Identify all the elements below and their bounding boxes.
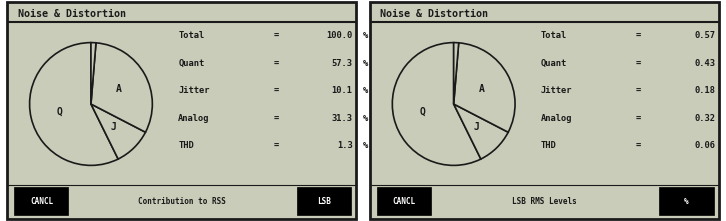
- Text: CANCL: CANCL: [30, 196, 53, 206]
- Text: 1.3: 1.3: [337, 141, 353, 150]
- Text: =: =: [273, 114, 279, 123]
- Text: %: %: [363, 59, 368, 68]
- FancyBboxPatch shape: [297, 187, 351, 215]
- Text: CANCL: CANCL: [393, 196, 416, 206]
- Text: 31.3: 31.3: [332, 114, 353, 123]
- Text: =: =: [273, 86, 279, 95]
- Text: =: =: [636, 141, 641, 150]
- Text: 100.0: 100.0: [326, 31, 353, 40]
- Text: Quant: Quant: [178, 59, 205, 68]
- Text: Noise & Distortion: Noise & Distortion: [380, 9, 489, 19]
- Text: %: %: [685, 196, 689, 206]
- Text: THD: THD: [178, 141, 194, 150]
- Text: Analog: Analog: [178, 114, 210, 123]
- Text: 57.3: 57.3: [332, 59, 353, 68]
- Text: %: %: [363, 141, 368, 150]
- FancyBboxPatch shape: [7, 2, 356, 219]
- Text: Total: Total: [541, 31, 567, 40]
- Text: Noise & Distortion: Noise & Distortion: [17, 9, 126, 19]
- Text: =: =: [273, 141, 279, 150]
- Text: =: =: [636, 31, 641, 40]
- Text: Total: Total: [178, 31, 205, 40]
- Text: 0.32: 0.32: [694, 114, 715, 123]
- Text: 0.06: 0.06: [694, 141, 715, 150]
- FancyBboxPatch shape: [370, 2, 719, 219]
- FancyBboxPatch shape: [659, 187, 714, 215]
- Text: LSB: LSB: [317, 196, 331, 206]
- Text: 0.43: 0.43: [694, 59, 715, 68]
- Text: %: %: [363, 31, 368, 40]
- Text: Quant: Quant: [541, 59, 567, 68]
- Text: =: =: [273, 59, 279, 68]
- Text: LSB RMS Levels: LSB RMS Levels: [512, 196, 576, 206]
- Text: Jitter: Jitter: [541, 86, 572, 95]
- Text: 0.18: 0.18: [694, 86, 715, 95]
- Text: Analog: Analog: [541, 114, 572, 123]
- Text: =: =: [636, 59, 641, 68]
- FancyBboxPatch shape: [15, 187, 68, 215]
- Text: =: =: [636, 114, 641, 123]
- Text: %: %: [363, 86, 368, 95]
- Text: =: =: [636, 86, 641, 95]
- Text: Contribution to RSS: Contribution to RSS: [138, 196, 226, 206]
- Text: Jitter: Jitter: [178, 86, 210, 95]
- Text: %: %: [363, 114, 368, 123]
- Text: =: =: [273, 31, 279, 40]
- Text: THD: THD: [541, 141, 557, 150]
- FancyBboxPatch shape: [377, 187, 431, 215]
- Text: 10.1: 10.1: [332, 86, 353, 95]
- Text: 0.57: 0.57: [694, 31, 715, 40]
